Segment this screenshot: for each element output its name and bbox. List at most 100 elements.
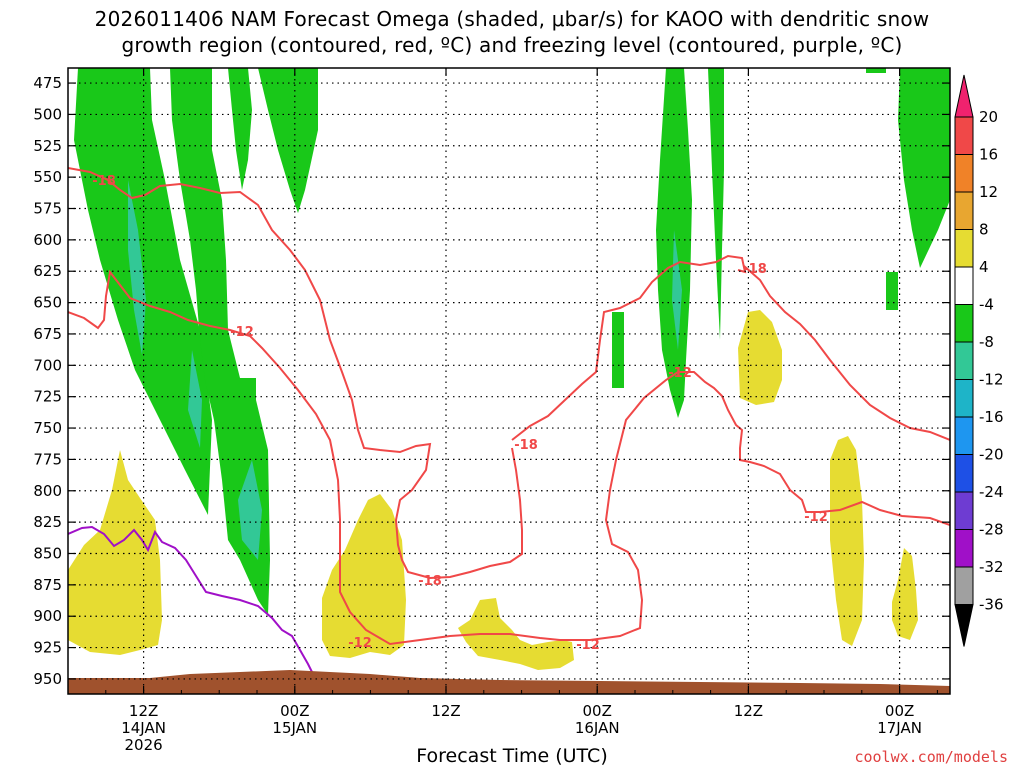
colorbar-swatch <box>954 379 974 418</box>
contour-minus-18 <box>68 167 523 580</box>
contour-labels: -18 -12 -18 -18 -12 -12 -18 -12 -12 <box>92 174 828 653</box>
x-tick-label: 2026 <box>125 736 163 754</box>
terrain <box>68 670 950 694</box>
omega-lift-region <box>866 68 886 73</box>
colorbar-swatch <box>954 229 974 268</box>
colorbar-swatch <box>954 116 974 155</box>
colorbar-swatch <box>954 304 974 343</box>
x-tick-label: 16JAN <box>575 719 620 737</box>
y-tick-label: 925 <box>33 639 62 657</box>
omega-lift-region <box>228 68 252 190</box>
y-tick-label: 550 <box>33 168 62 186</box>
contour-label: -12 <box>668 366 692 381</box>
y-tick-label: 675 <box>33 325 62 343</box>
y-tick-label: 600 <box>33 231 62 249</box>
y-tick-label: 825 <box>33 513 62 531</box>
y-tick-label: 575 <box>33 200 62 218</box>
colorbar-label: 20 <box>979 108 998 126</box>
y-tick-label: 625 <box>33 262 62 280</box>
x-tick-label: 17JAN <box>877 719 922 737</box>
colorbar-swatch <box>954 491 974 530</box>
omega-sink-region <box>892 548 918 640</box>
contour-minus-18 <box>511 254 747 441</box>
x-tick-label: 12Z <box>129 702 158 720</box>
x-tick-label: 15JAN <box>272 719 317 737</box>
omega-lift-region <box>258 68 318 213</box>
plot-frame <box>67 67 951 695</box>
y-tick-label: 500 <box>33 105 62 123</box>
contour-minus-12 <box>68 269 950 646</box>
title-line-1: 2026011406 NAM Forecast Omega (shaded, μ… <box>94 7 930 31</box>
colorbar-label: -24 <box>979 483 1004 501</box>
y-tick-label: 725 <box>33 388 62 406</box>
y-tick-label: 850 <box>33 544 62 562</box>
colorbar-swatch <box>954 266 974 305</box>
contour-label: -18 <box>92 174 116 189</box>
colorbar-top-triangle <box>954 74 974 118</box>
x-axis-title: Forecast Time (UTC) <box>416 745 608 767</box>
y-tick-label: 775 <box>33 450 62 468</box>
credit-link[interactable]: coolwx.com/models <box>854 748 1008 766</box>
colorbar-label: 8 <box>979 221 989 239</box>
y-tick-label: 700 <box>33 356 62 374</box>
colorbar-swatch <box>954 529 974 568</box>
omega-strong-lift-region <box>128 180 146 355</box>
colorbar-label: 12 <box>979 183 998 201</box>
colorbar: 20 16 12 8 4 -4 -8 -12 -16 -20 -24 -28 -32 -36 <box>954 74 1004 647</box>
y-tick-label: 525 <box>33 137 62 155</box>
colorbar-label: -4 <box>979 296 994 314</box>
omega-lift-region <box>708 68 724 340</box>
omega-lift-region <box>170 68 270 615</box>
y-tick-label: 900 <box>33 607 62 625</box>
omega-sink-region <box>830 436 864 646</box>
omega-lift-region <box>612 312 624 388</box>
contour-freezing-level <box>68 525 315 677</box>
chart-title: 2026011406 NAM Forecast Omega (shaded, μ… <box>0 6 1024 58</box>
omega-lift-region <box>886 272 898 310</box>
omega-sink-region <box>322 494 406 658</box>
contour-label: -18 <box>514 438 538 453</box>
colorbar-label: -36 <box>979 596 1004 614</box>
colorbar-label: 16 <box>979 146 998 164</box>
contour-label: -12 <box>576 638 600 653</box>
omega-sink-region <box>68 450 162 655</box>
omega-sink-region <box>738 310 782 405</box>
y-tick-label: 750 <box>33 419 62 437</box>
contour-label: -18 <box>743 262 767 277</box>
grid <box>68 68 950 694</box>
colorbar-swatch <box>954 341 974 380</box>
colorbar-label: -16 <box>979 408 1004 426</box>
y-axis: 475 500 525 550 575 600 625 650 675 700 725 750 775 8… <box>33 74 950 688</box>
colorbar-label: -12 <box>979 371 1004 389</box>
colorbar-label: 4 <box>979 258 989 276</box>
x-tick-label: 12Z <box>431 702 460 720</box>
omega-lift-region <box>898 68 950 268</box>
colorbar-swatch <box>954 454 974 493</box>
x-tick-label: 00Z <box>583 702 612 720</box>
x-tick-label: 00Z <box>885 702 914 720</box>
y-tick-label: 800 <box>33 482 62 500</box>
contour-label: -18 <box>418 574 442 589</box>
x-tick-label: 00Z <box>280 702 309 720</box>
contour-label: -12 <box>348 636 372 651</box>
y-tick-label: 875 <box>33 576 62 594</box>
colorbar-bottom-triangle <box>954 604 974 647</box>
contour-label: -12 <box>804 510 828 525</box>
colorbar-swatch <box>954 566 974 605</box>
colorbar-label: -32 <box>979 558 1004 576</box>
colorbar-swatch <box>954 191 974 230</box>
y-tick-label: 475 <box>33 74 62 92</box>
y-tick-label: 950 <box>33 670 62 688</box>
omega-strong-lift-region <box>188 350 202 448</box>
y-tick-label: 650 <box>33 294 62 312</box>
colorbar-label: -20 <box>979 446 1004 464</box>
x-tick-label: 14JAN <box>121 719 166 737</box>
colorbar-label: -28 <box>979 521 1004 539</box>
contour-label: -12 <box>230 325 254 340</box>
colorbar-swatch <box>954 154 974 193</box>
omega-strong-lift-region <box>238 460 262 560</box>
colorbar-label: -8 <box>979 333 994 351</box>
title-line-2: growth region (contoured, red, ºC) and f… <box>121 33 903 57</box>
